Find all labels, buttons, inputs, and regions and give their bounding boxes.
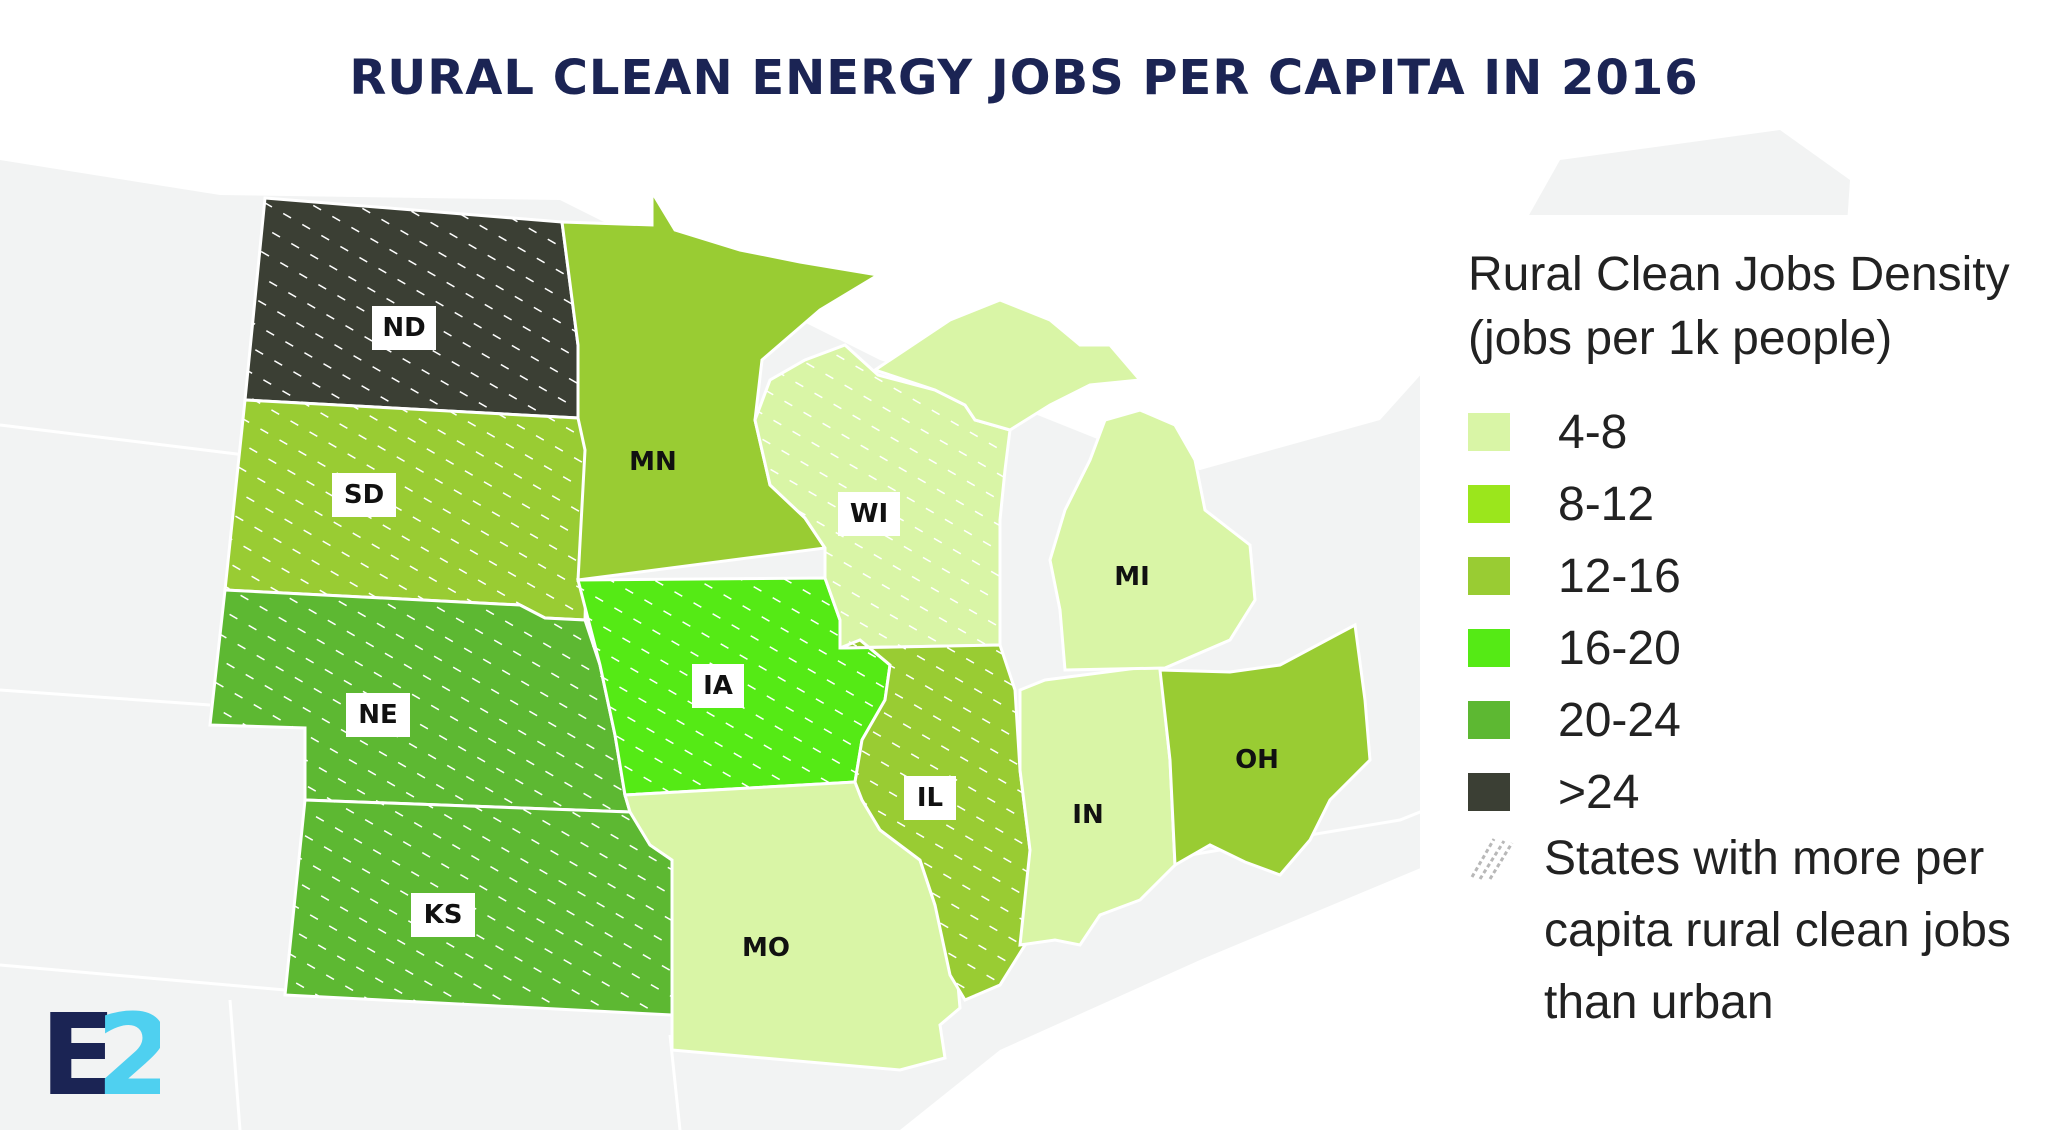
legend-swatch (1468, 413, 1510, 451)
state-label-mo: MO (742, 933, 790, 963)
legend-title-line1: Rural Clean Jobs Density (1468, 248, 2010, 301)
state-oh[interactable] (1158, 622, 1372, 877)
state-ks[interactable] (283, 798, 674, 1017)
legend: Rural Clean Jobs Density (jobs per 1k pe… (1420, 215, 2020, 1065)
state-label-ia: IA (692, 664, 744, 708)
state-label-wi: WI (838, 492, 900, 536)
map-title: RURAL CLEAN ENERGY JOBS PER CAPITA IN 20… (349, 50, 1699, 106)
state-label-sd: SD (332, 473, 396, 517)
svg-text:E: E (40, 1000, 117, 1100)
state-label-mi: MI (1114, 562, 1150, 592)
legend-title: Rural Clean Jobs Density (jobs per 1k pe… (1468, 243, 2010, 371)
state-mi-shape (1048, 408, 1257, 672)
svg-text:IL: IL (917, 783, 943, 813)
state-mi[interactable] (1048, 408, 1257, 672)
e2-logo: E 2 (40, 1000, 160, 1100)
legend-label: >24 (1558, 766, 1640, 819)
svg-text:NE: NE (358, 700, 398, 730)
legend-swatch (1468, 773, 1510, 811)
state-label-in: IN (1072, 800, 1103, 830)
state-label-il: IL (904, 776, 956, 820)
legend-title-line2: (jobs per 1k people) (1468, 312, 1893, 365)
svg-text:IN: IN (1072, 800, 1103, 830)
state-oh-shape (1158, 622, 1372, 877)
state-label-ne: NE (346, 693, 410, 737)
svg-text:KS: KS (424, 900, 463, 930)
state-label-ks: KS (411, 893, 475, 937)
legend-label: 16-20 (1558, 622, 1681, 675)
svg-text:IA: IA (703, 671, 733, 701)
legend-label: 8-12 (1558, 478, 1655, 531)
state-sd[interactable] (223, 398, 592, 622)
legend-swatch (1468, 485, 1510, 523)
svg-text:MI: MI (1114, 562, 1150, 592)
legend-swatch (1468, 629, 1510, 667)
legend-swatch (1468, 557, 1510, 595)
legend-swatch (1468, 701, 1510, 739)
state-mn-shape (560, 186, 883, 582)
svg-text:ND: ND (382, 313, 425, 343)
svg-text:2: 2 (96, 1000, 160, 1100)
state-label-mn: MN (629, 447, 677, 477)
state-labels: ND SD NE KS MN IA MO WI IL (332, 306, 1279, 963)
state-ks-hatch (285, 800, 672, 1015)
legend-label: 20-24 (1558, 694, 1681, 747)
svg-text:OH: OH (1235, 745, 1279, 775)
state-mn[interactable] (560, 186, 883, 582)
state-ne-hatch (210, 590, 630, 812)
svg-text:SD: SD (344, 480, 384, 510)
legend-label: 4-8 (1558, 406, 1628, 459)
svg-text:MN: MN (629, 447, 677, 477)
state-sd-hatch (225, 400, 590, 620)
state-mi-upper-shape (871, 298, 1144, 432)
svg-text:WI: WI (850, 499, 888, 529)
legend-hatch-label: States with more per capita rural clean … (1544, 832, 2011, 1029)
legend-label: 12-16 (1558, 550, 1681, 603)
state-mi-upper[interactable] (871, 298, 1144, 432)
state-ne[interactable] (208, 588, 633, 814)
hatch-swatch-icon (1470, 838, 1514, 880)
state-label-oh: OH (1235, 745, 1279, 775)
state-label-nd: ND (372, 306, 436, 350)
svg-text:MO: MO (742, 933, 790, 963)
